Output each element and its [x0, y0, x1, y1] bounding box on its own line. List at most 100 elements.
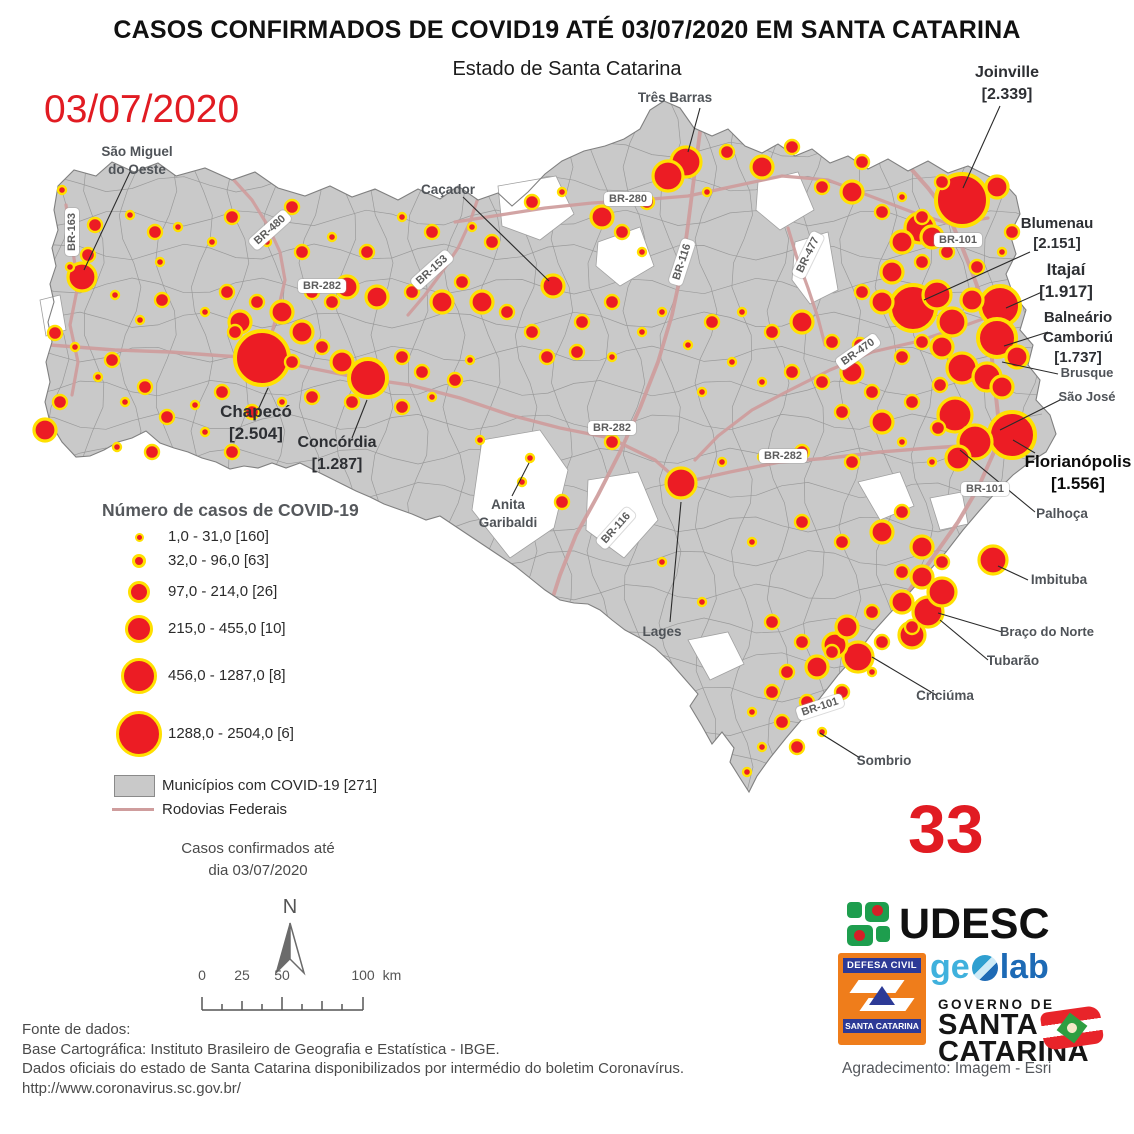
defesa-civil-title: DEFESA CIVIL	[843, 958, 921, 973]
case-circle	[638, 193, 656, 211]
north-arrow: N	[275, 896, 306, 976]
leader-line	[999, 399, 1061, 431]
case-circle	[839, 359, 865, 385]
case-circle	[788, 738, 806, 756]
case-circle	[523, 193, 541, 211]
case-circle	[1003, 223, 1021, 241]
muni-border-line	[694, 101, 718, 792]
case-circle	[51, 393, 69, 411]
case-circle	[793, 513, 811, 531]
case-circle	[393, 398, 411, 416]
udesc-wordmark: UDESC	[899, 900, 1050, 948]
case-circle	[936, 306, 968, 338]
leader-line	[923, 251, 1031, 301]
case-count-33: 33	[908, 791, 984, 867]
leader-line	[351, 399, 368, 439]
case-circle	[248, 293, 266, 311]
case-circle	[124, 209, 136, 221]
case-circle	[233, 329, 291, 387]
case-circle	[869, 289, 895, 315]
footer-line: Fonte de dados:	[22, 1021, 131, 1038]
legend-class-circle	[116, 711, 162, 757]
scale-bar: 0 25 50 100 km	[198, 967, 401, 1011]
case-circle	[682, 339, 694, 351]
case-circle	[987, 410, 1037, 460]
leader-line	[962, 105, 1001, 189]
footer-line: Dados oficiais do estado de Santa Catari…	[22, 1060, 685, 1077]
case-circle	[813, 373, 831, 391]
case-circle	[46, 324, 64, 342]
case-circle	[213, 383, 231, 401]
case-circle	[303, 388, 321, 406]
case-circle	[804, 654, 830, 680]
case-circle	[613, 223, 631, 241]
leader-line	[669, 501, 682, 623]
leader-line	[939, 619, 989, 661]
case-circle	[703, 313, 721, 331]
road-line-br-116	[550, 130, 702, 602]
case-circle	[464, 354, 476, 366]
case-circle	[553, 493, 571, 511]
leader-line	[819, 732, 861, 759]
case-circle	[429, 289, 455, 315]
case-circle	[393, 348, 411, 366]
muni-border-line	[45, 277, 1043, 295]
geolab-swirl-icon	[971, 954, 998, 981]
case-circle	[938, 243, 956, 261]
case-circle	[977, 544, 1009, 576]
case-circle	[243, 403, 261, 421]
case-circle	[913, 253, 931, 271]
governo-label: GOVERNO DE	[938, 997, 1055, 1012]
date-overlay: 03/07/2020	[44, 88, 240, 131]
leader-line	[997, 565, 1029, 581]
udesc-icon	[846, 901, 892, 948]
case-circle	[1004, 344, 1030, 370]
north-label: N	[283, 896, 297, 918]
case-circle	[839, 179, 865, 205]
case-circle	[343, 393, 361, 411]
case-circle	[269, 299, 295, 325]
muni-border-line	[45, 243, 1043, 261]
page-title: CASOS CONFIRMADOS DE COVID19 ATÉ 03/07/2…	[113, 16, 1021, 44]
case-circle	[326, 231, 338, 243]
case-circle	[933, 173, 951, 191]
case-circle	[893, 348, 911, 366]
case-circle	[746, 536, 758, 548]
case-circle	[656, 306, 668, 318]
case-circle	[466, 221, 478, 233]
leader-line	[1005, 291, 1043, 309]
case-circle	[926, 456, 938, 468]
case-circle	[154, 256, 166, 268]
case-circle	[664, 466, 698, 500]
case-circle	[603, 433, 621, 451]
legend-class-circle	[132, 554, 146, 568]
case-circle	[226, 323, 244, 341]
case-circle	[959, 287, 985, 313]
case-circle	[929, 419, 947, 437]
case-circle	[111, 441, 123, 453]
scale-label: 100	[351, 967, 375, 983]
case-circle	[92, 371, 104, 383]
muni-border-line	[45, 311, 1043, 329]
geolab-text-post: lab	[999, 948, 1049, 986]
case-circle	[474, 434, 486, 446]
case-circle	[934, 172, 990, 228]
case-circle	[276, 396, 288, 408]
case-circle	[909, 534, 935, 560]
state-outline	[44, 100, 1057, 794]
case-circle	[396, 211, 408, 223]
case-circle	[833, 403, 851, 421]
case-circle	[656, 556, 668, 568]
case-circle	[540, 273, 566, 299]
case-circle	[879, 259, 905, 285]
case-circle	[103, 351, 121, 369]
leader-line	[959, 449, 1036, 513]
leader-line	[511, 462, 530, 497]
case-circle	[816, 726, 828, 738]
municipios-label: Municípios com COVID-19 [271]	[162, 777, 378, 794]
case-circle	[86, 216, 104, 234]
case-circle	[936, 396, 974, 434]
case-circle	[929, 334, 955, 360]
case-circle	[716, 456, 728, 468]
